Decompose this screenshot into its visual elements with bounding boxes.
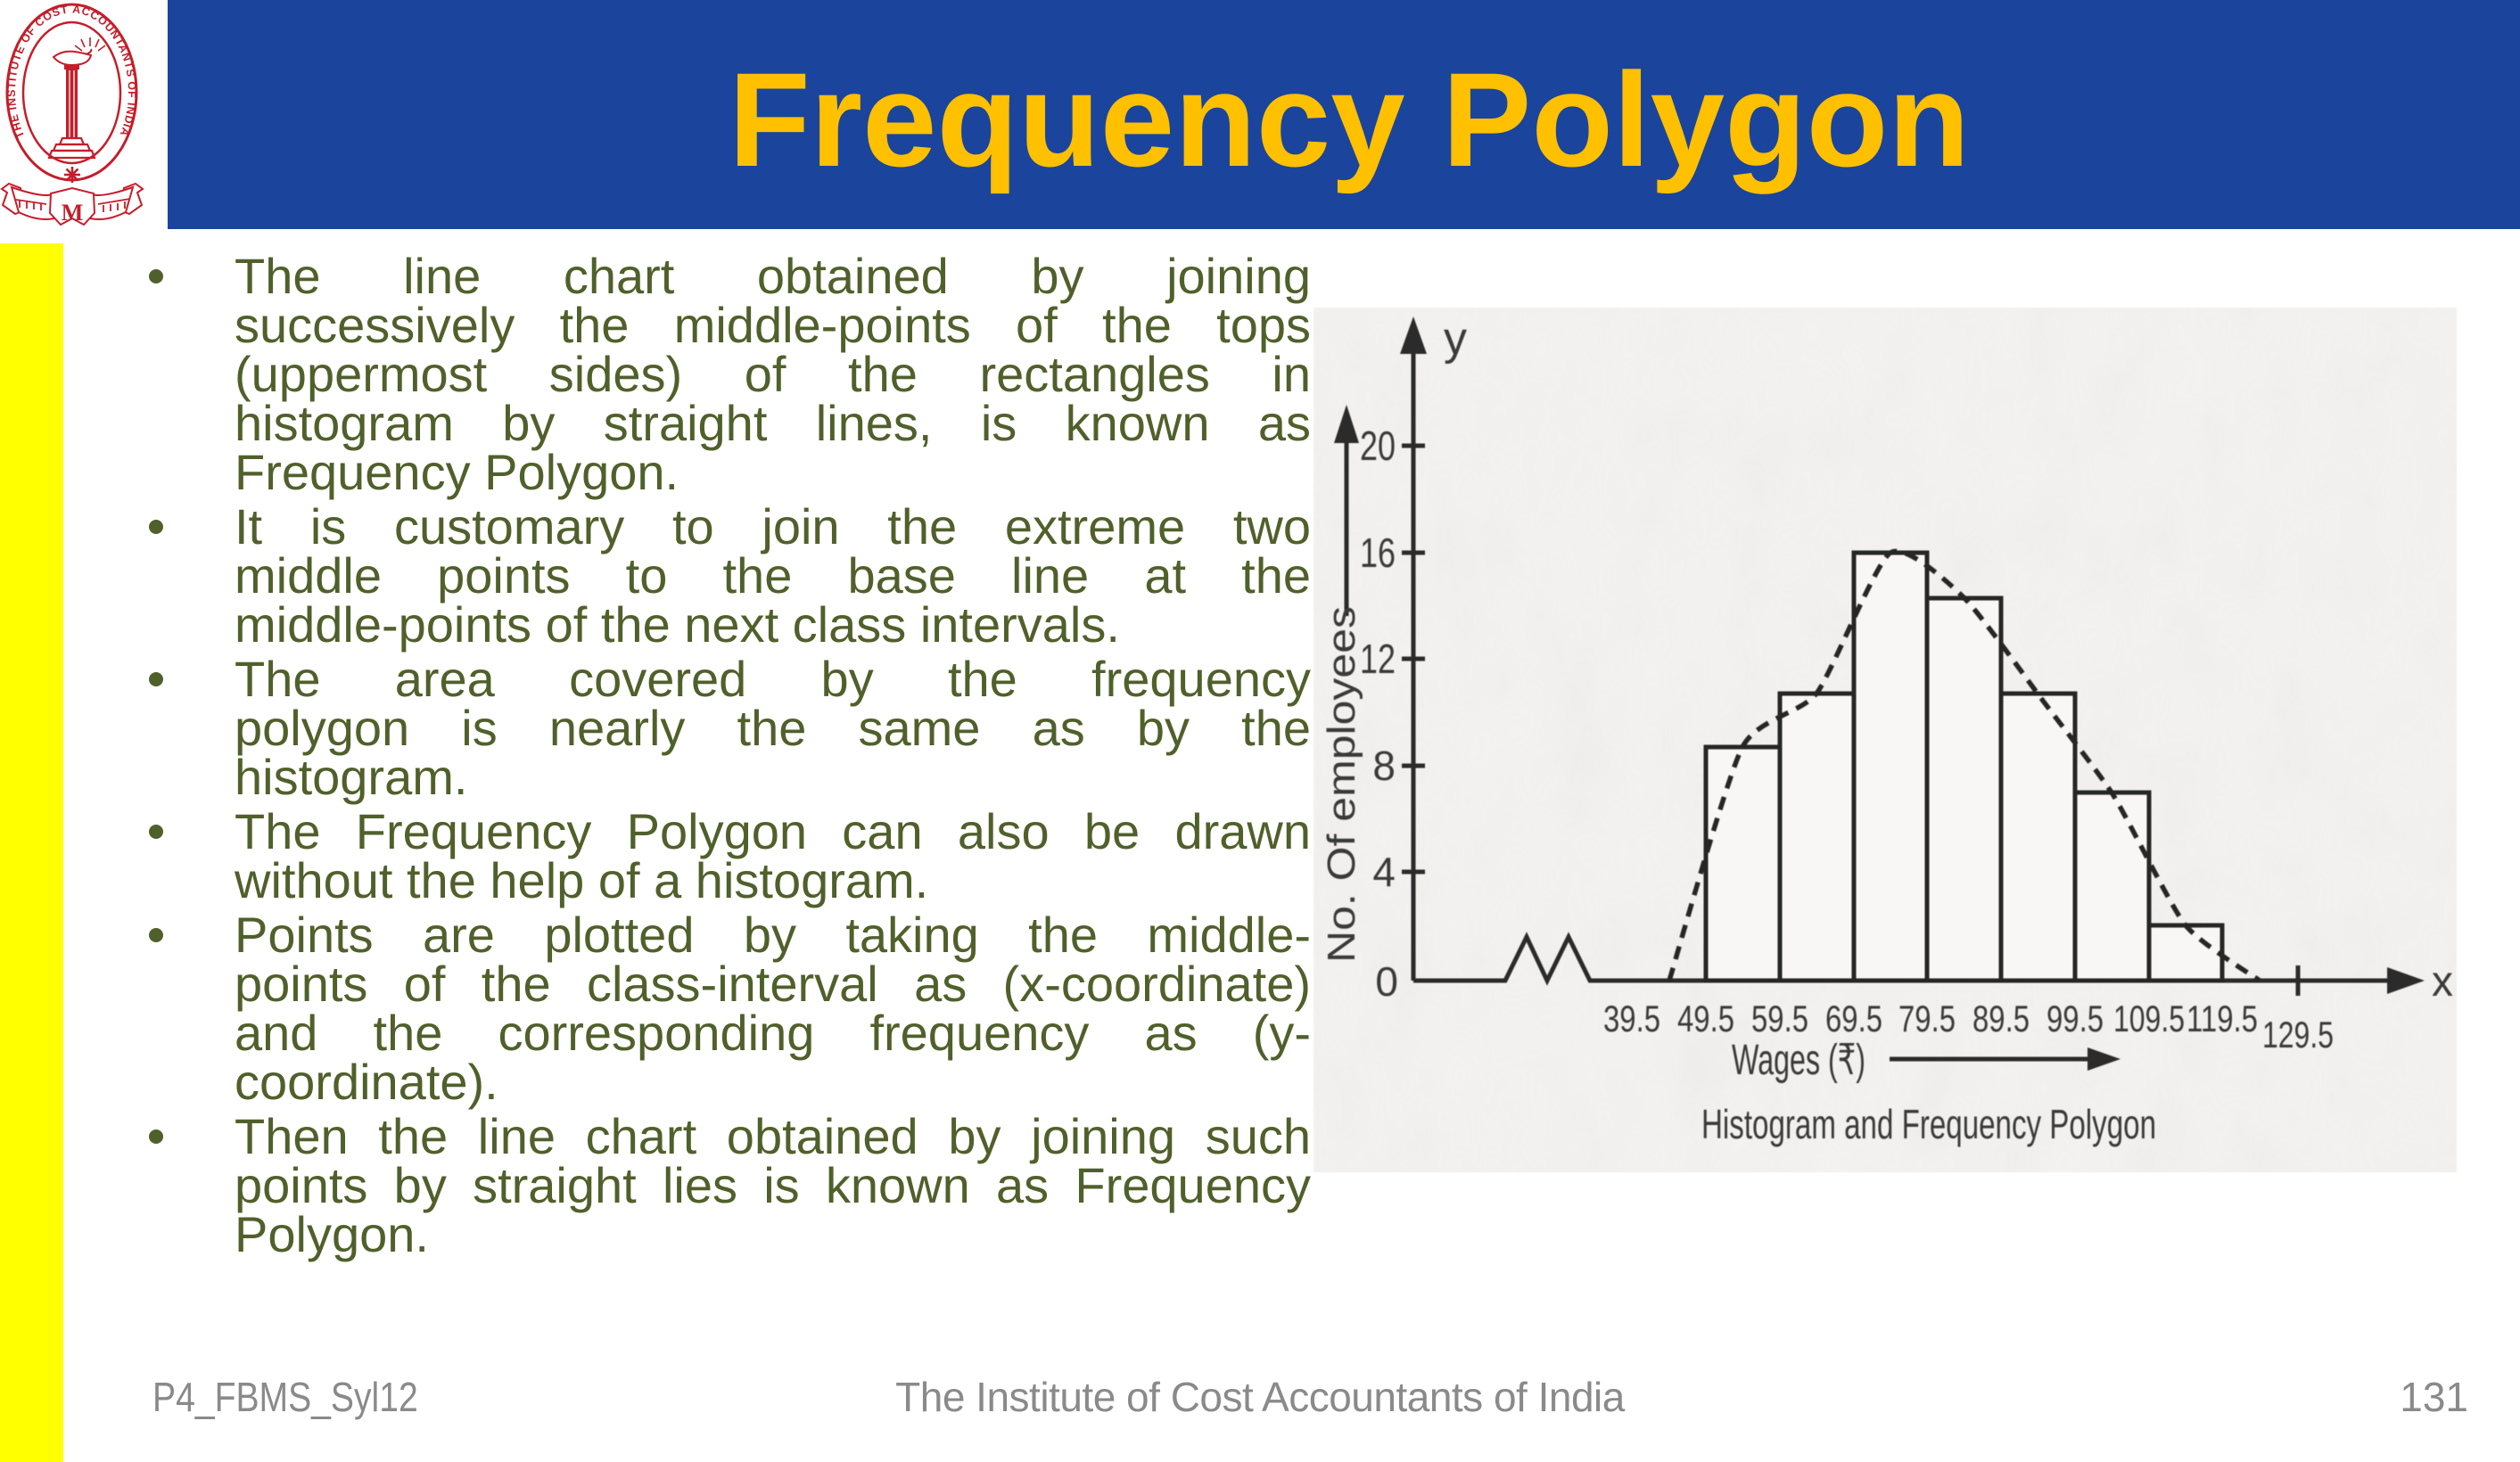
- svg-text:0: 0: [1375, 958, 1398, 1005]
- svg-text:8: 8: [1372, 743, 1396, 789]
- svg-text:69.5: 69.5: [1825, 998, 1882, 1039]
- svg-text:No. Of employees: No. Of employees: [1320, 606, 1363, 963]
- svg-text:20: 20: [1360, 423, 1396, 469]
- svg-text:Histogram and Frequency Polygo: Histogram and Frequency Polygon: [1701, 1101, 2156, 1147]
- svg-text:y: y: [1444, 313, 1467, 365]
- svg-text:4: 4: [1372, 849, 1396, 895]
- svg-text:49.5: 49.5: [1677, 998, 1734, 1039]
- svg-text:16: 16: [1360, 530, 1396, 576]
- svg-text:99.5: 99.5: [2046, 998, 2104, 1039]
- svg-text:x: x: [2432, 958, 2453, 1006]
- svg-text:89.5: 89.5: [1972, 998, 2030, 1039]
- svg-text:59.5: 59.5: [1751, 998, 1808, 1039]
- svg-text:79.5: 79.5: [1898, 998, 1956, 1039]
- svg-text:109.5: 109.5: [2113, 998, 2185, 1039]
- svg-text:39.5: 39.5: [1603, 998, 1660, 1039]
- svg-text:119.5: 119.5: [2186, 998, 2258, 1039]
- svg-text:129.5: 129.5: [2262, 1014, 2334, 1055]
- svg-text:Wages (₹): Wages (₹): [1732, 1037, 1865, 1084]
- svg-text:M: M: [62, 200, 84, 226]
- svg-text:12: 12: [1360, 636, 1396, 682]
